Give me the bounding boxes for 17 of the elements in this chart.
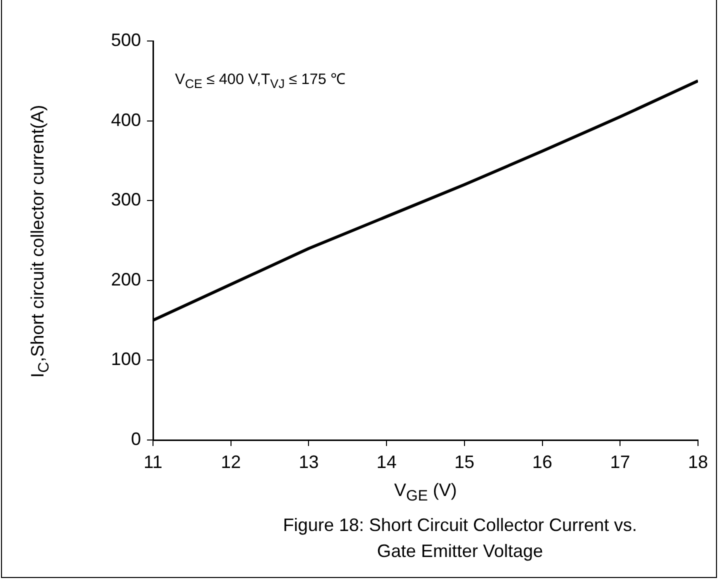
x-tick-label: 18 bbox=[688, 452, 708, 472]
y-tick-label: 0 bbox=[130, 428, 141, 449]
x-axis-title: V$_{GE}$ (V) bbox=[393, 480, 458, 505]
x-tick-label: 17 bbox=[610, 452, 630, 472]
annotation: V$_{CE}$ ≤ 400 V,T$_{VJ}$ ≤ 175 ℃ bbox=[175, 70, 346, 91]
x-tick-label: 13 bbox=[298, 452, 319, 472]
y-tick-label: 200 bbox=[110, 269, 141, 290]
x-tick-label: 16 bbox=[532, 452, 552, 472]
caption: Figure 18: Short Circuit Collector Current vs. Gate Emitter Voltage bbox=[282, 514, 638, 563]
y-tick-label: 400 bbox=[110, 110, 141, 130]
y-tick-label: 100 bbox=[110, 349, 141, 370]
y-tick-label: 300 bbox=[110, 190, 141, 210]
x-tick-label: 14 bbox=[376, 452, 397, 472]
x-tick-label: 15 bbox=[454, 452, 474, 472]
x-tick-label: 11 bbox=[144, 452, 162, 472]
y-tick-label: 500 bbox=[110, 30, 141, 50]
x-tick-label: 12 bbox=[220, 452, 241, 472]
